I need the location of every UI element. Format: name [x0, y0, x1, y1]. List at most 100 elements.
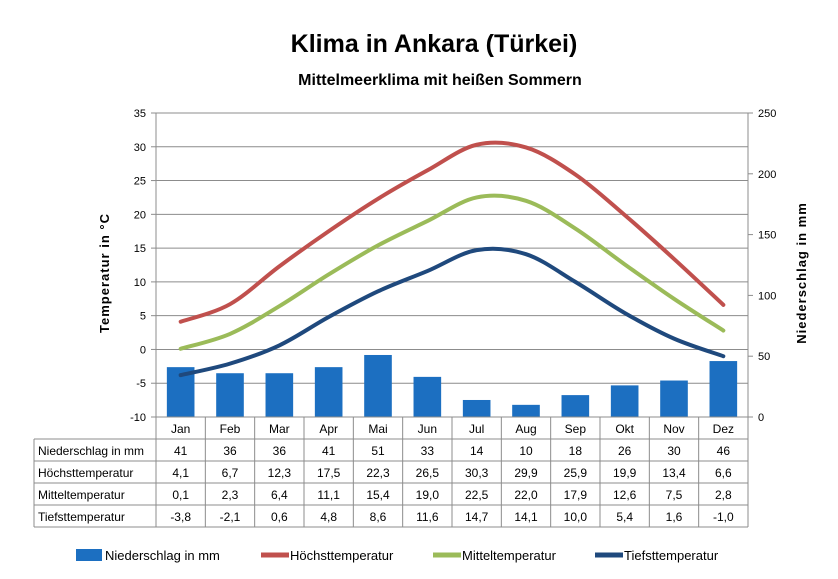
left-tick-label: -10 — [130, 412, 146, 424]
höchsttemperatur-line — [178, 140, 726, 324]
table-cell: 22,5 — [465, 488, 489, 502]
table-cell: 26 — [618, 444, 632, 458]
table-cell: 6,7 — [222, 466, 239, 480]
table-cell: 10 — [519, 444, 533, 458]
month-label: Apr — [319, 422, 338, 436]
table-cell: 17,9 — [564, 488, 588, 502]
table-cell: 10,0 — [564, 510, 588, 524]
precipitation-bar — [314, 367, 343, 417]
table-cell: 0,6 — [271, 510, 288, 524]
table-cell: 5,4 — [616, 510, 633, 524]
table-cell: 19,9 — [613, 466, 637, 480]
left-tick-label: 20 — [134, 209, 146, 221]
precipitation-bar — [413, 376, 442, 417]
precipitation-bars — [166, 354, 738, 417]
month-label: Mai — [368, 422, 387, 436]
legend: Niederschlag in mm Höchsttemperatur Mittel… — [76, 548, 719, 563]
legend-swatch-bar — [76, 549, 102, 561]
right-tick-label: 250 — [758, 108, 776, 120]
table-cell: 36 — [223, 444, 237, 458]
left-tick-label: -5 — [136, 378, 146, 390]
left-tick-label: 30 — [134, 142, 146, 154]
table-cell: 14,7 — [465, 510, 489, 524]
legend-label: Mitteltemperatur — [462, 548, 557, 563]
left-axis-title: Temperatur in °C — [97, 213, 112, 333]
table-cell: 46 — [717, 444, 731, 458]
table-cell: 51 — [371, 444, 385, 458]
right-tick-label: 0 — [758, 412, 764, 424]
table-cell: 33 — [421, 444, 435, 458]
left-tick-label: 35 — [134, 108, 146, 120]
table-cell: 41 — [322, 444, 336, 458]
data-table: Jan Feb Mar Apr Mai Jun Jul Aug Sep Okt Nov Dez Nied… — [33, 416, 749, 528]
precipitation-bar — [364, 354, 392, 417]
left-tick-label: 5 — [140, 311, 146, 323]
chart-title: Klima in Ankara (Türkei) — [290, 30, 578, 58]
legend-label: Niederschlag in mm — [105, 548, 220, 563]
table-cell: 36 — [273, 444, 287, 458]
table-cell: 26,5 — [416, 466, 440, 480]
left-tick-label: 25 — [134, 176, 146, 188]
table-cell: 30 — [667, 444, 681, 458]
table-cell: 15,4 — [366, 488, 390, 502]
row-header: Tiefsttemperatur — [38, 510, 125, 524]
left-tick-label: 0 — [140, 344, 146, 356]
precipitation-bar — [462, 399, 491, 417]
right-axis-title: Niederschlag in mm — [794, 202, 809, 344]
month-label: Jul — [469, 422, 484, 436]
table-cell: 2,8 — [715, 488, 732, 502]
table-cell: 6,4 — [271, 488, 288, 502]
right-tick-label: 100 — [758, 290, 776, 302]
row-header: Mitteltemperatur — [38, 488, 125, 502]
table-cell: 19,0 — [416, 488, 440, 502]
precipitation-bar — [512, 404, 540, 417]
table-cell: 41 — [174, 444, 188, 458]
mitteltemperatur-line — [178, 193, 726, 351]
table-cell: 4,1 — [172, 466, 189, 480]
table-cell: 30,3 — [465, 466, 489, 480]
right-tick-label: 200 — [758, 169, 776, 181]
table-cell: -1,0 — [713, 510, 734, 524]
precipitation-bar — [709, 361, 738, 417]
precipitation-bar — [561, 395, 590, 417]
month-label: Jun — [418, 422, 437, 436]
chart-subtitle: Mittelmeerklima mit heißen Sommern — [298, 72, 582, 89]
temperature-lines — [178, 140, 726, 378]
table-cell: 0,1 — [172, 488, 189, 502]
table-cell: 8,6 — [370, 510, 387, 524]
table-cell: 1,6 — [666, 510, 683, 524]
table-cell: 13,4 — [662, 466, 686, 480]
tiefsttemperatur-line — [178, 246, 726, 378]
table-cell: 22,3 — [366, 466, 390, 480]
table-cell: 29,9 — [514, 466, 538, 480]
month-label: Nov — [663, 422, 684, 436]
table-cell: 25,9 — [564, 466, 588, 480]
precipitation-bar — [265, 373, 294, 417]
table-cell: 6,6 — [715, 466, 732, 480]
grid-lines — [156, 112, 748, 418]
row-header: Niederschlag in mm — [38, 444, 144, 458]
table-cell: -3,8 — [170, 510, 191, 524]
month-label: Mar — [269, 422, 290, 436]
month-label: Feb — [220, 422, 241, 436]
precipitation-bar — [216, 373, 244, 417]
legend-label: Höchsttemperatur — [290, 548, 394, 563]
table-cell: 14,1 — [514, 510, 538, 524]
precipitation-bar — [660, 380, 688, 417]
month-label: Sep — [565, 422, 587, 436]
left-tick-label: 10 — [134, 277, 146, 289]
month-label: Jan — [171, 422, 190, 436]
axes: 35302520151050-5-10250200150100500Temper… — [97, 108, 809, 424]
table-cell: 2,3 — [222, 488, 239, 502]
table-cell: -2,1 — [220, 510, 241, 524]
precipitation-bar — [610, 385, 639, 417]
table-cell: 12,3 — [268, 466, 292, 480]
month-label: Aug — [515, 422, 536, 436]
legend-label: Tiefsttemperatur — [624, 548, 719, 563]
left-tick-label: 15 — [134, 243, 146, 255]
table-cell: 4,8 — [320, 510, 337, 524]
right-tick-label: 150 — [758, 230, 776, 242]
table-cell: 14 — [470, 444, 484, 458]
table-cell: 17,5 — [317, 466, 341, 480]
